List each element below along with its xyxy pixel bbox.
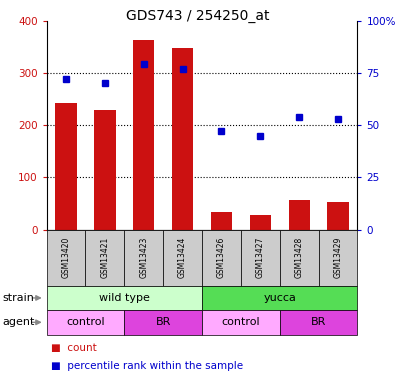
Text: GSM13424: GSM13424 [178,237,187,278]
Text: ■  percentile rank within the sample: ■ percentile rank within the sample [51,362,243,371]
Text: BR: BR [311,317,326,327]
Bar [94,111,116,230]
Text: strain: strain [2,293,34,303]
Text: wild type: wild type [99,293,150,303]
Text: GSM13426: GSM13426 [217,237,226,278]
Text: control: control [222,317,260,327]
Bar [250,215,271,229]
Text: control: control [66,317,105,327]
Text: BR: BR [156,317,171,327]
Text: GSM13428: GSM13428 [295,237,304,278]
Bar [55,103,77,230]
Text: GSM13429: GSM13429 [333,237,342,278]
Text: GSM13420: GSM13420 [62,237,71,278]
Bar [133,40,154,230]
Text: agent: agent [2,317,34,327]
Text: yucca: yucca [263,293,296,303]
Text: GDS743 / 254250_at: GDS743 / 254250_at [126,9,269,22]
Text: GSM13423: GSM13423 [139,237,148,278]
Text: ■  count: ■ count [51,343,96,352]
Text: GSM13427: GSM13427 [256,237,265,278]
Bar [172,48,193,230]
Bar [327,202,349,229]
Text: GSM13421: GSM13421 [100,237,109,278]
Bar [288,200,310,230]
Bar [211,212,232,230]
